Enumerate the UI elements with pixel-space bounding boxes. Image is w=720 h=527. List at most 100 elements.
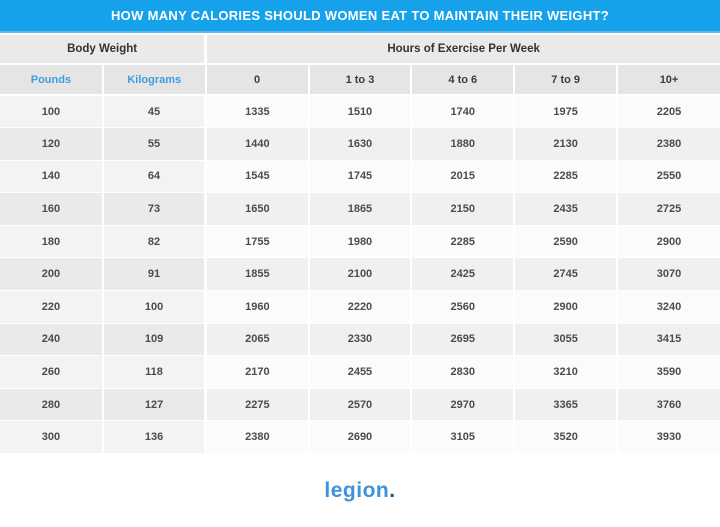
calorie-cell: 3105	[411, 420, 516, 455]
calorie-cell: 2690	[308, 420, 413, 455]
logo-text: legion	[324, 478, 390, 502]
calorie-cell: 1755	[205, 225, 310, 259]
calorie-cell: 2015	[411, 160, 516, 194]
calorie-cell: 3760	[617, 388, 720, 422]
calorie-cell: 1335	[205, 95, 310, 129]
table-row: 260 118 2170 2455 2830 3210 3590	[0, 355, 720, 389]
body-weight-cell: 82	[102, 225, 208, 259]
page-title: HOW MANY CALORIES SHOULD WOMEN EAT TO MA…	[110, 8, 609, 23]
body-weight-cell: 140	[0, 160, 104, 194]
column-header-1-to-3-hours: 1 to 3	[308, 64, 413, 96]
calorie-cell: 1960	[205, 290, 310, 324]
calorie-cell: 2285	[514, 160, 619, 194]
calorie-cell: 2380	[205, 420, 310, 455]
calorie-cell: 2275	[205, 388, 310, 422]
calorie-cell: 2435	[514, 192, 619, 226]
calorie-cell: 1880	[411, 127, 516, 161]
column-header-7-to-9-hours: 7 to 9	[514, 64, 619, 96]
body-weight-cell: 220	[0, 290, 104, 324]
body-weight-cell: 73	[102, 192, 208, 226]
column-header-kilograms: Kilograms	[102, 64, 207, 96]
body-weight-cell: 100	[0, 95, 104, 129]
calorie-cell: 2970	[411, 388, 516, 422]
calorie-cell: 2150	[411, 192, 516, 226]
body-weight-cell: 100	[102, 290, 208, 324]
calorie-cell: 3365	[514, 388, 619, 422]
calorie-cell: 3070	[617, 257, 720, 292]
group-header-exercise: Hours of Exercise Per Week	[205, 35, 720, 65]
calorie-cell: 2285	[411, 225, 516, 259]
calorie-cell: 2550	[617, 160, 720, 194]
calorie-cell: 1980	[308, 225, 413, 259]
calorie-cell: 2560	[411, 290, 516, 324]
calorie-cell: 3240	[617, 290, 720, 324]
title-bar: HOW MANY CALORIES SHOULD WOMEN EAT TO MA…	[0, 0, 720, 33]
legion-logo: legion.	[324, 479, 395, 503]
body-weight-cell: 64	[102, 160, 208, 194]
calorie-cell: 3415	[617, 323, 720, 357]
calorie-cell: 2380	[617, 127, 720, 161]
column-header-4-to-6-hours: 4 to 6	[411, 64, 516, 96]
calorie-cell: 3930	[617, 420, 720, 455]
calorie-cell: 1440	[205, 127, 310, 161]
calorie-cell: 3055	[514, 323, 619, 357]
calorie-cell: 3210	[514, 355, 619, 389]
calorie-cell: 2570	[308, 388, 413, 422]
body-weight-cell: 91	[102, 257, 208, 292]
footer: legion.	[0, 454, 720, 527]
table-row: 240 109 2065 2330 2695 3055 3415	[0, 323, 720, 357]
calorie-cell: 2170	[205, 355, 310, 389]
calorie-cell: 1510	[308, 95, 413, 129]
calorie-cell: 2590	[514, 225, 619, 259]
calorie-cell: 2220	[308, 290, 413, 324]
body-weight-cell: 280	[0, 388, 104, 422]
body-weight-cell: 136	[102, 420, 208, 455]
calorie-cell: 1650	[205, 192, 310, 226]
calorie-cell: 2695	[411, 323, 516, 357]
calorie-cell: 1975	[514, 95, 619, 129]
body-weight-cell: 109	[102, 323, 208, 357]
calorie-cell: 1630	[308, 127, 413, 161]
calorie-cell: 2130	[514, 127, 619, 161]
calorie-cell: 1545	[205, 160, 310, 194]
calorie-cell: 1865	[308, 192, 413, 226]
calorie-cell: 2065	[205, 323, 310, 357]
column-header-pounds: Pounds	[0, 64, 104, 96]
table-row: 160 73 1650 1865 2150 2435 2725	[0, 192, 720, 226]
body-weight-cell: 120	[0, 127, 104, 161]
body-weight-cell: 45	[102, 95, 208, 129]
table-row: 220 100 1960 2220 2560 2900 3240	[0, 290, 720, 324]
calorie-cell: 2425	[411, 257, 516, 292]
calorie-cell: 2100	[308, 257, 413, 292]
calorie-cell: 2830	[411, 355, 516, 389]
calorie-cell: 3520	[514, 420, 619, 455]
body-weight-cell: 55	[102, 127, 208, 161]
column-header-0-hours: 0	[205, 64, 310, 96]
calorie-cell: 2205	[617, 95, 720, 129]
calorie-cell: 2725	[617, 192, 720, 226]
body-weight-cell: 200	[0, 257, 104, 292]
calorie-cell: 2900	[617, 225, 720, 259]
group-header-body-weight: Body Weight	[0, 35, 208, 65]
calorie-cell: 1740	[411, 95, 516, 129]
table-row: 100 45 1335 1510 1740 1975 2205	[0, 95, 720, 129]
table-row: 280 127 2275 2570 2970 3365 3760	[0, 388, 720, 422]
body-weight-cell: 127	[102, 388, 208, 422]
body-weight-cell: 180	[0, 225, 104, 259]
body-weight-cell: 240	[0, 323, 104, 357]
table-row: 180 82 1755 1980 2285 2590 2900	[0, 225, 720, 259]
calorie-cell: 3590	[617, 355, 720, 389]
calorie-cell: 2900	[514, 290, 619, 324]
calorie-cell: 2745	[514, 257, 619, 292]
calorie-cell: 1745	[308, 160, 413, 194]
body-weight-cell: 300	[0, 420, 104, 455]
table-row: 200 91 1855 2100 2425 2745 3070	[0, 257, 720, 292]
table-row: 140 64 1545 1745 2015 2285 2550	[0, 160, 720, 194]
body-weight-cell: 260	[0, 355, 104, 389]
body-weight-cell: 160	[0, 192, 104, 226]
table-row: 120 55 1440 1630 1880 2130 2380	[0, 127, 720, 161]
column-header-row: Pounds Kilograms 0 1 to 3 4 to 6 7 to 9 …	[0, 64, 720, 96]
calorie-table: Body Weight Hours of Exercise Per Week P…	[0, 35, 720, 455]
column-header-10-plus-hours: 10+	[617, 64, 720, 96]
